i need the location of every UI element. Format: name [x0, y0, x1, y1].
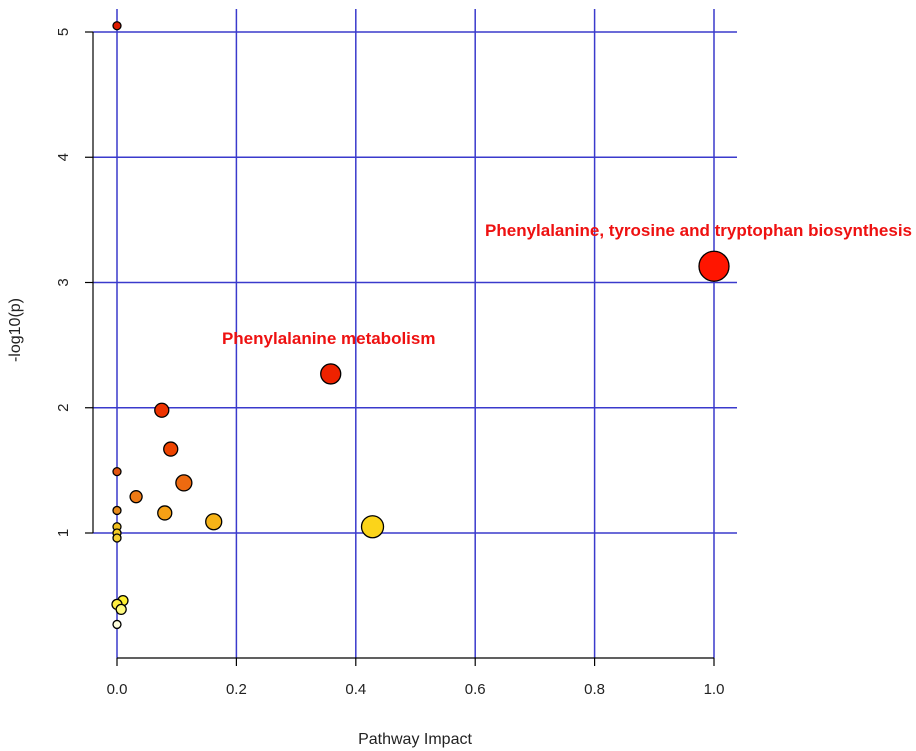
- data-point: [115, 603, 127, 616]
- data-point: [205, 513, 223, 531]
- data-point: [112, 21, 122, 31]
- axes: [85, 31, 715, 666]
- annotations: Phenylalanine, tyrosine and tryptophan b…: [222, 221, 912, 348]
- tick-labels: 0.0 0.2 0.4 0.6 0.8 1.0 1 2 3 4 5: [55, 28, 724, 698]
- x-tick-label: 0.6: [465, 681, 486, 698]
- data-point: [129, 490, 143, 504]
- point-annotation-label: Phenylalanine metabolism: [222, 329, 436, 348]
- grid-lines: [93, 9, 737, 658]
- x-tick-label: 0.8: [584, 681, 605, 698]
- x-tick-label: 0.2: [226, 681, 247, 698]
- x-tick-label: 1.0: [704, 681, 725, 698]
- y-tick-label: 3: [55, 278, 72, 286]
- data-point: [112, 619, 122, 630]
- y-tick-label: 2: [55, 404, 72, 412]
- y-tick-label: 5: [55, 28, 72, 36]
- data-point: [154, 402, 170, 418]
- data-point: [163, 441, 179, 457]
- data-point: [157, 505, 173, 521]
- y-axis-label: -log10(p): [7, 298, 24, 362]
- data-point: [112, 533, 122, 543]
- y-tick-label: 4: [55, 153, 72, 161]
- x-axis-label: Pathway Impact: [358, 731, 472, 748]
- y-tick-label: 1: [55, 529, 72, 537]
- data-point: [698, 250, 730, 282]
- data-points: [111, 21, 730, 630]
- data-point: [112, 505, 122, 516]
- x-tick-label: 0.4: [345, 681, 366, 698]
- data-point: [360, 515, 385, 539]
- data-point: [320, 363, 342, 385]
- data-point: [112, 466, 122, 477]
- data-point: [175, 474, 193, 492]
- point-annotation-label: Phenylalanine, tyrosine and tryptophan b…: [485, 221, 912, 240]
- x-tick-label: 0.0: [107, 681, 128, 698]
